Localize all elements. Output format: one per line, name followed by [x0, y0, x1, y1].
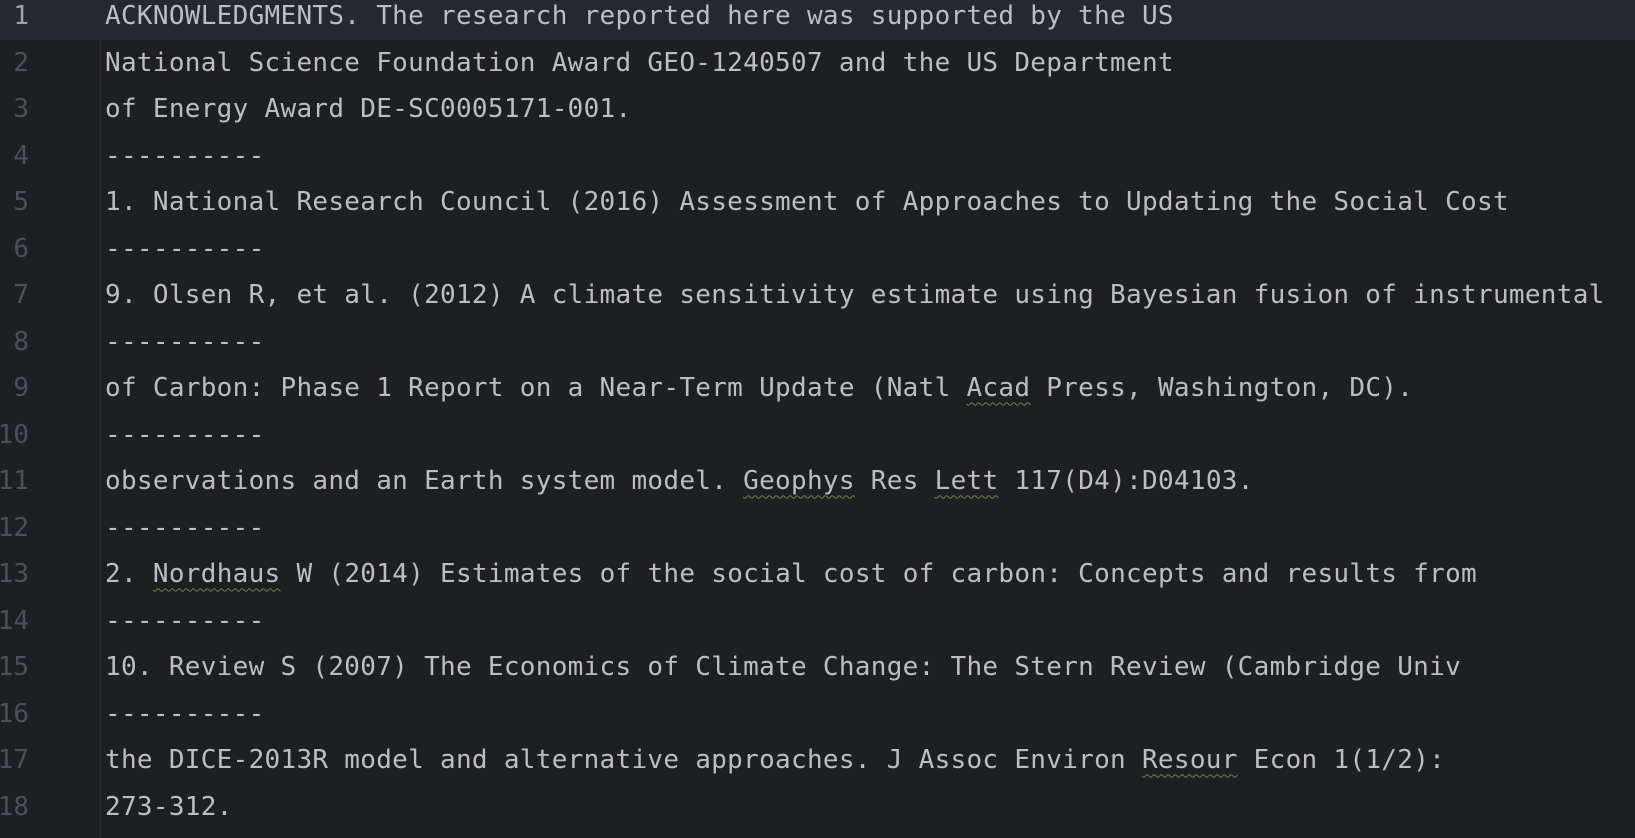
- line-text[interactable]: observations and an Earth system model. …: [105, 466, 1254, 496]
- editor-line[interactable]: 3 of Energy Award DE-SC0005171-001.: [0, 86, 1635, 133]
- text-segment: 2.: [105, 559, 153, 590]
- line-text[interactable]: 9. Olsen R, et al. (2012) A climate sens…: [105, 280, 1605, 310]
- editor-line[interactable]: 2 National Science Foundation Award GEO-1…: [0, 40, 1635, 87]
- text-segment: Econ 1(1/2):: [1237, 745, 1446, 776]
- text-segment: ACKNOWLEDGMENTS. The research reported h…: [105, 1, 1174, 32]
- line-text[interactable]: the DICE-2013R model and alternative app…: [105, 745, 1445, 775]
- line-number: 9: [13, 373, 29, 404]
- line-number: 2: [13, 47, 29, 78]
- text-segment: Res: [854, 466, 935, 497]
- line-text[interactable]: ----------: [105, 141, 265, 171]
- line-number: 15: [0, 652, 29, 683]
- line-text[interactable]: 1. National Research Council (2016) Asse…: [105, 187, 1509, 217]
- text-segment: ----------: [105, 512, 265, 543]
- text-segment: ----------: [105, 605, 265, 636]
- line-number: 3: [13, 94, 29, 125]
- editor-line[interactable]: 4 ----------: [0, 133, 1635, 180]
- line-text[interactable]: 273-312.: [105, 792, 233, 822]
- text-segment: ----------: [105, 233, 265, 264]
- editor-line[interactable]: 11 observations and an Earth system model…: [0, 458, 1635, 505]
- line-text[interactable]: 2. Nordhaus W (2014) Estimates of the so…: [105, 559, 1477, 589]
- text-segment: of Energy Award DE-SC0005171-001.: [105, 94, 632, 125]
- editor-line[interactable]: 17 the DICE-2013R model and alternative a…: [0, 737, 1635, 784]
- line-number: 4: [13, 140, 29, 171]
- spelling-warning-word: Acad: [966, 373, 1031, 404]
- editor-line[interactable]: 13 2. Nordhaus W (2014) Estimates of the …: [0, 551, 1635, 598]
- text-segment: 117(D4):D04103.: [998, 466, 1254, 497]
- line-text[interactable]: ----------: [105, 327, 265, 357]
- text-segment: ----------: [105, 140, 265, 171]
- text-segment: the DICE-2013R model and alternative app…: [105, 745, 1142, 776]
- editor-line[interactable]: 18 273-312.: [0, 784, 1635, 831]
- line-number: 8: [13, 326, 29, 357]
- line-text[interactable]: of Carbon: Phase 1 Report on a Near-Term…: [105, 373, 1413, 403]
- text-segment: 273-312.: [105, 791, 233, 822]
- line-text[interactable]: ----------: [105, 699, 265, 729]
- editor-line[interactable]: 12 ----------: [0, 505, 1635, 552]
- text-segment: 10. Review S (2007) The Economics of Cli…: [105, 652, 1462, 683]
- line-text[interactable]: 10. Review S (2007) The Economics of Cli…: [105, 652, 1461, 682]
- editor-line[interactable]: 5 1. National Research Council (2016) Ass…: [0, 179, 1635, 226]
- line-text[interactable]: National Science Foundation Award GEO-12…: [105, 48, 1174, 78]
- text-segment: ----------: [105, 419, 265, 450]
- spelling-warning-word: Geophys: [743, 466, 855, 497]
- text-segment: 1. National Research Council (2016) Asse…: [105, 187, 1509, 218]
- line-number: 5: [13, 187, 29, 218]
- spelling-warning-word: Nordhaus: [152, 559, 281, 590]
- text-segment: ----------: [105, 698, 265, 729]
- line-text[interactable]: ----------: [105, 606, 265, 636]
- gutter-divider: [100, 0, 101, 838]
- line-number: 14: [0, 605, 29, 636]
- line-text[interactable]: of Energy Award DE-SC0005171-001.: [105, 94, 631, 124]
- editor-line[interactable]: 1 ACKNOWLEDGMENTS. The research reported …: [0, 0, 1635, 40]
- line-number: 10: [0, 419, 29, 450]
- line-number: 1: [13, 1, 29, 32]
- text-segment: observations and an Earth system model.: [105, 466, 744, 497]
- line-text[interactable]: ----------: [105, 513, 265, 543]
- text-segment: Press, Washington, DC).: [1030, 373, 1414, 404]
- text-segment: W (2014) Estimates of the social cost of…: [280, 559, 1478, 590]
- line-number: 12: [0, 512, 29, 543]
- line-number: 7: [13, 280, 29, 311]
- editor-line[interactable]: 6 ----------: [0, 226, 1635, 273]
- spelling-warning-word: Lett: [934, 466, 999, 497]
- editor-line[interactable]: 7 9. Olsen R, et al. (2012) A climate sen…: [0, 272, 1635, 319]
- line-text[interactable]: ----------: [105, 234, 265, 264]
- editor-line[interactable]: 16 ----------: [0, 691, 1635, 738]
- editor-line[interactable]: 9 of Carbon: Phase 1 Report on a Near-Ter…: [0, 365, 1635, 412]
- line-number: 6: [13, 233, 29, 264]
- text-segment: 9. Olsen R, et al. (2012) A climate sens…: [105, 280, 1605, 311]
- text-segment: National Science Foundation Award GEO-12…: [105, 47, 1174, 78]
- line-number: 16: [0, 698, 29, 729]
- editor-line[interactable]: 10 ----------: [0, 412, 1635, 459]
- editor-line[interactable]: 8 ----------: [0, 319, 1635, 366]
- spelling-warning-word: Resour: [1141, 745, 1238, 776]
- line-number: 13: [0, 559, 29, 590]
- editor-line[interactable]: 15 10. Review S (2007) The Economics of C…: [0, 644, 1635, 691]
- line-text[interactable]: ----------: [105, 420, 265, 450]
- line-text[interactable]: ACKNOWLEDGMENTS. The research reported h…: [105, 1, 1174, 31]
- line-number: 17: [0, 745, 29, 776]
- line-number: 11: [0, 466, 29, 497]
- text-segment: ----------: [105, 326, 265, 357]
- editor-line[interactable]: 14 ----------: [0, 598, 1635, 645]
- text-segment: of Carbon: Phase 1 Report on a Near-Term…: [105, 373, 967, 404]
- line-number: 18: [0, 791, 29, 822]
